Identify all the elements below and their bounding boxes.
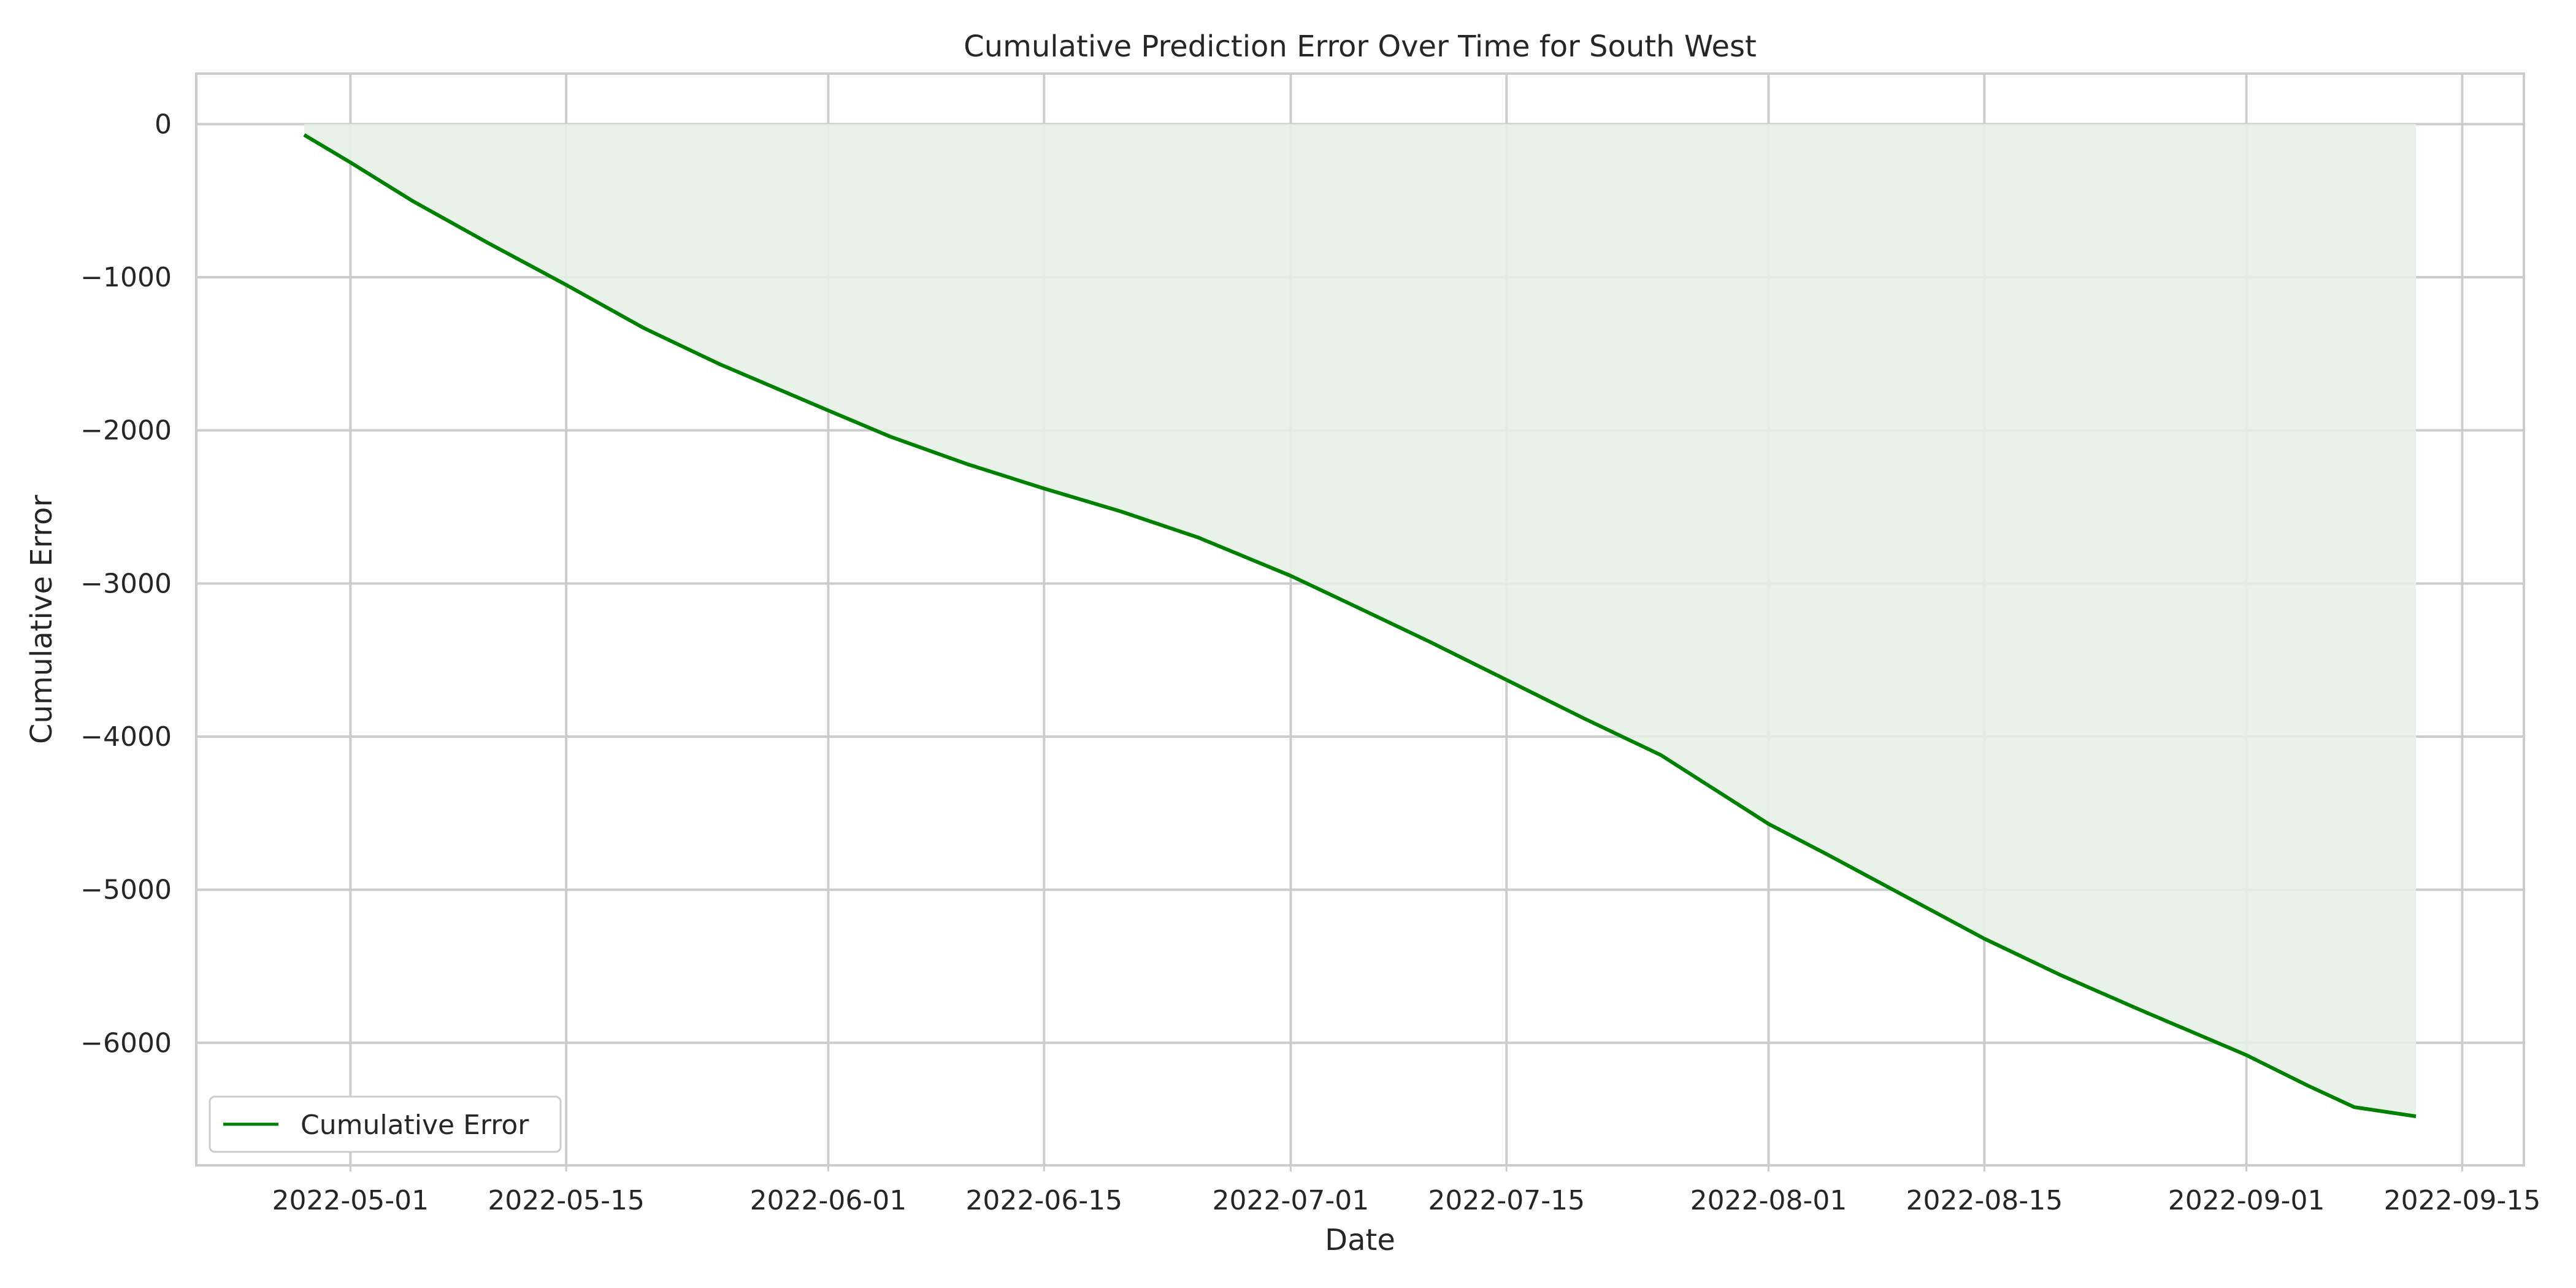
legend-box [209, 1095, 562, 1153]
y-tick-label: −3000 [80, 568, 172, 599]
x-tick-label: 2022-08-15 [1906, 1185, 2063, 1216]
x-tick-label: 2022-05-01 [272, 1185, 429, 1216]
series-line [303, 133, 2417, 1119]
y-tick-label: 0 [155, 109, 172, 140]
y-tick-label: −1000 [80, 262, 172, 293]
y-tick-label: −4000 [80, 721, 172, 753]
x-tick-label: 2022-09-15 [2384, 1185, 2541, 1216]
legend-label: Cumulative Error [301, 1110, 529, 1141]
chart-title: Cumulative Prediction Error Over Time fo… [964, 29, 1757, 64]
y-tick-label: −6000 [80, 1027, 172, 1059]
y-axis-label: Cumulative Error [25, 495, 59, 744]
y-tick-label: −2000 [80, 415, 172, 447]
y-tick-label: −5000 [80, 875, 172, 906]
y-axis-ticks: 0 −1000 −2000 −3000 −4000 −5000 −6000 [80, 109, 172, 1059]
x-tick-label: 2022-06-15 [965, 1185, 1122, 1216]
x-axis-ticks: 2022-05-01 2022-05-15 2022-06-01 2022-06-15… [272, 1165, 2540, 1216]
x-tick-label: 2022-09-01 [2168, 1185, 2325, 1216]
legend: Cumulative Error [209, 1095, 562, 1153]
x-tick-label: 2022-05-15 [488, 1185, 645, 1216]
plot-frame [195, 72, 2525, 1167]
x-tick-label: 2022-07-15 [1428, 1185, 1585, 1216]
x-tick-label: 2022-07-01 [1213, 1185, 1370, 1216]
x-axis-label: Date [1325, 1223, 1395, 1257]
x-tick-label: 2022-08-01 [1690, 1185, 1847, 1216]
area-fill [304, 124, 2417, 1117]
x-tick-label: 2022-06-01 [750, 1185, 907, 1216]
